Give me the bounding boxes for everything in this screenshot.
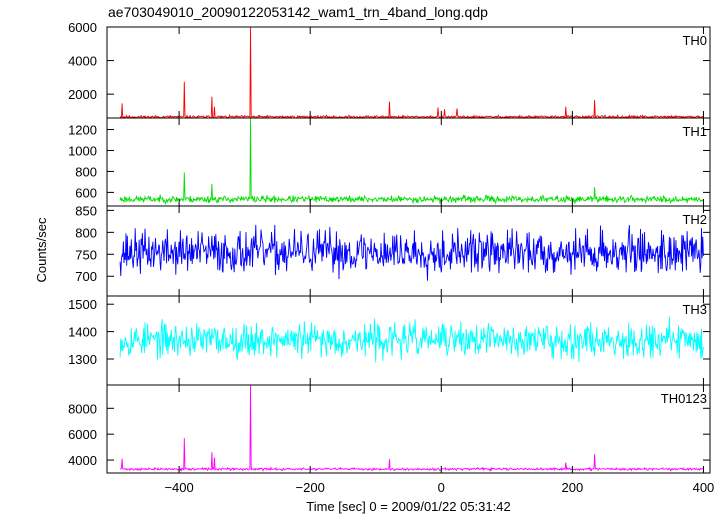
panel-label: TH1 [682,124,707,139]
y-tick-label: 600 [75,185,97,200]
y-tick-label: 4000 [68,54,97,69]
chart-title: ae703049010_20090122053142_wam1_trn_4ban… [108,4,488,20]
panel-label: TH0 [682,33,707,48]
panel-frame [106,26,711,119]
panel-label: TH0123 [661,391,707,406]
x-tick-label: −200 [296,480,325,495]
panel-frame [106,117,711,207]
y-tick-label: 1500 [68,297,97,312]
series-line-th3 [119,316,704,363]
panel-th2: 700 750 800 850 TH2 [75,203,711,297]
panel-th3: 1300 1400 1500 TH3 [68,295,711,386]
y-tick-label: 1000 [68,143,97,158]
series-line-th0123 [119,385,704,472]
y-tick-label: 800 [75,164,97,179]
y-tick-label: 1400 [68,325,97,340]
y-tick-label: 800 [75,225,97,240]
x-tick-label: 0 [438,480,445,495]
series-line-th0 [119,27,704,118]
y-tick-label: 4000 [68,453,97,468]
panel-th0123: 4000 6000 8000 TH0123 [68,384,711,474]
x-axis-label: Time [sec] 0 = 2009/01/22 05:31:42 [306,499,510,514]
y-tick-label: 1300 [68,352,97,367]
y-axis-label: Counts/sec [34,217,49,283]
series-line-th1 [119,118,704,206]
x-tick-label: −400 [164,480,193,495]
y-tick-label: 6000 [68,427,97,442]
panel-label: TH3 [682,302,707,317]
y-tick-label: 850 [75,203,97,218]
y-tick-label: 700 [75,269,97,284]
x-tick-label: 400 [693,480,715,495]
series-line-th2 [119,224,704,281]
panel-frame [106,384,711,474]
x-tick-label: 200 [562,480,584,495]
y-tick-label: 750 [75,247,97,262]
y-tick-label: 2000 [68,87,97,102]
y-tick-label: 8000 [68,401,97,416]
y-tick-label: 6000 [68,20,97,35]
panel-th1: 600 800 1000 1200 TH1 [68,117,711,207]
panel-th0: 2000 4000 6000 TH0 [68,20,711,119]
panel-label: TH2 [682,212,707,227]
y-tick-label: 1200 [68,123,97,138]
